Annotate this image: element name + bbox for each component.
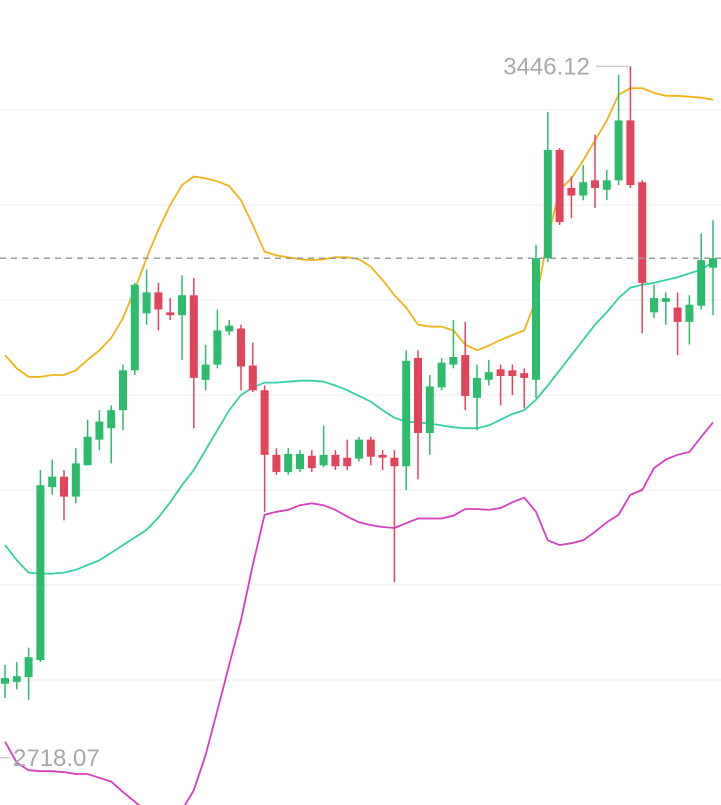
candle-body	[12, 676, 21, 682]
candle-body	[555, 149, 564, 223]
candle-body	[178, 295, 186, 316]
candle-body	[154, 292, 163, 310]
candle-body	[697, 260, 706, 306]
candle-body	[189, 295, 198, 378]
candle-body	[319, 454, 328, 466]
candle-body	[213, 330, 222, 365]
candle-body	[60, 476, 68, 497]
candle-body	[638, 182, 647, 283]
candle-body	[437, 362, 446, 388]
candle-body	[107, 410, 116, 429]
candle-body	[496, 369, 505, 376]
candle-body	[95, 421, 104, 440]
candle-body	[532, 258, 540, 380]
candle-body	[602, 180, 611, 190]
candle-body	[119, 370, 127, 411]
candle-body	[650, 298, 658, 313]
candle-body	[390, 457, 399, 467]
min-label: 2718.07	[13, 745, 100, 772]
band-line	[4, 421, 714, 805]
candle-body	[36, 485, 45, 661]
candle-body	[71, 463, 80, 497]
candle-body	[201, 364, 210, 380]
candle-body	[461, 355, 470, 396]
band-line	[4, 87, 714, 378]
candle-body	[591, 180, 599, 188]
band-line	[4, 261, 714, 575]
candle-body	[508, 370, 517, 376]
candle-body	[1, 678, 9, 684]
candle-body	[284, 453, 293, 472]
candle-body	[260, 390, 269, 455]
candle-body	[425, 386, 434, 433]
candle-body	[543, 149, 552, 259]
candle-body	[366, 439, 375, 457]
candle-body	[130, 284, 139, 371]
candle-body	[473, 377, 481, 398]
candle-body	[225, 325, 234, 332]
candle-body	[579, 182, 588, 196]
candle-body	[414, 357, 422, 433]
candle-body	[709, 258, 717, 268]
candle-body	[24, 657, 33, 678]
candle-body	[484, 372, 493, 380]
candle-body	[402, 360, 411, 467]
candle-body	[626, 120, 635, 186]
candle-body	[520, 373, 529, 378]
candle-body	[673, 307, 682, 322]
candle-body	[307, 455, 316, 469]
candle-body	[248, 365, 257, 391]
candle-body	[685, 304, 694, 322]
candle-body	[272, 454, 281, 472]
candle-body	[567, 187, 576, 196]
candle-body	[166, 312, 175, 316]
candle-body	[331, 454, 340, 467]
candle-body	[355, 439, 363, 459]
candle-body	[48, 476, 57, 488]
candle-body	[83, 436, 92, 466]
candle-body	[449, 356, 458, 365]
candle-body	[378, 454, 387, 458]
candle-body	[296, 453, 304, 470]
candle-body	[142, 292, 151, 314]
candle-body	[237, 328, 245, 367]
candle-body	[661, 298, 670, 302]
candle-body	[343, 457, 352, 467]
max-label: 3446.12	[503, 54, 590, 81]
candle-body	[614, 120, 623, 181]
